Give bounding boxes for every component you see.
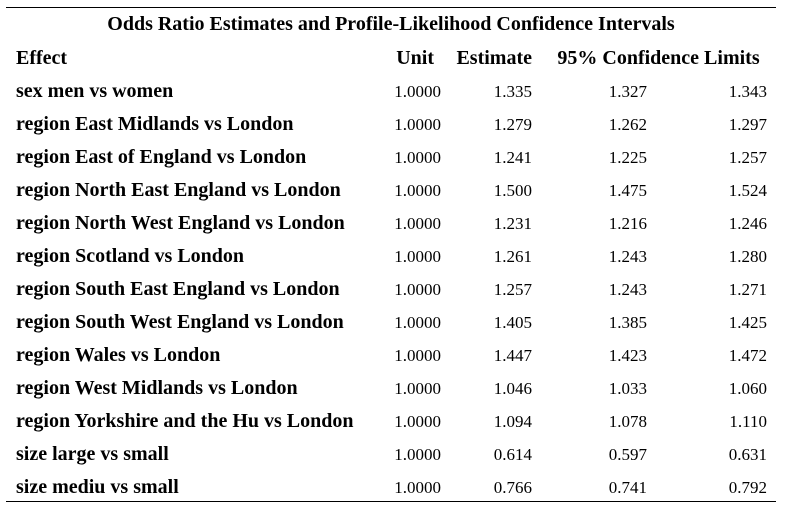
table-row: region North West England vs London 1.000…: [6, 207, 776, 240]
upper-limit-cell: 0.792: [728, 477, 767, 497]
table-row: size large vs small 1.0000 0.614 0.597 0.631: [6, 438, 776, 471]
table-title: Odds Ratio Estimates and Profile-Likelih…: [107, 13, 675, 35]
estimate-cell: 1.261: [493, 246, 532, 266]
upper-limit-cell: 1.280: [728, 246, 767, 266]
top-rule: [6, 7, 776, 8]
upper-limit-cell: 1.110: [729, 411, 767, 431]
upper-limit-cell: 1.425: [728, 312, 767, 332]
effect-cell: region South West England vs London: [16, 311, 344, 333]
estimate-cell: 1.447: [493, 345, 532, 365]
effect-cell: region North West England vs London: [16, 212, 345, 234]
unit-cell: 1.0000: [394, 411, 441, 431]
unit-cell: 1.0000: [394, 213, 441, 233]
effect-cell: region North East England vs London: [16, 179, 341, 201]
odds-ratio-table: Effect Unit Estimate 95% Confidence Limi…: [6, 42, 776, 504]
effect-cell: region East of England vs London: [16, 146, 307, 168]
unit-cell: 1.0000: [394, 345, 441, 365]
effect-cell: size mediu vs small: [16, 476, 179, 498]
unit-cell: 1.0000: [394, 246, 441, 266]
lower-limit-cell: 0.597: [608, 444, 647, 464]
effect-cell: region Wales vs London: [16, 344, 221, 366]
estimate-cell: 1.405: [493, 312, 532, 332]
table-row: region West Midlands vs London 1.0000 1.04…: [6, 372, 776, 405]
lower-limit-cell: 1.423: [608, 345, 647, 365]
table-row: region Wales vs London 1.0000 1.447 1.423 1.…: [6, 339, 776, 372]
lower-limit-cell: 1.262: [608, 114, 647, 134]
lower-limit-cell: 0.741: [608, 477, 647, 497]
unit-cell: 1.0000: [394, 477, 441, 497]
estimate-cell: 0.766: [493, 477, 532, 497]
bottom-rule: [6, 501, 776, 502]
lower-limit-cell: 1.385: [608, 312, 647, 332]
upper-limit-cell: 1.257: [728, 147, 767, 167]
effect-cell: region Scotland vs London: [16, 245, 245, 267]
upper-limit-cell: 1.297: [728, 114, 767, 134]
lower-limit-cell: 1.033: [608, 378, 647, 398]
effect-cell: region South East England vs London: [16, 278, 340, 300]
lower-limit-cell: 1.243: [608, 246, 647, 266]
estimate-cell: 1.257: [493, 279, 532, 299]
unit-cell: 1.0000: [394, 312, 441, 332]
unit-cell: 1.0000: [394, 279, 441, 299]
table-row: region South West England vs London 1.000…: [6, 306, 776, 339]
effect-cell: sex men vs women: [16, 80, 174, 102]
unit-cell: 1.0000: [394, 114, 441, 134]
upper-limit-cell: 1.472: [728, 345, 767, 365]
table-row: region East of England vs London 1.0000 1.…: [6, 141, 776, 174]
header-estimate: Estimate: [456, 47, 532, 69]
unit-cell: 1.0000: [394, 180, 441, 200]
table-row: region Yorkshire and the Hu vs London 1.0…: [6, 405, 776, 438]
table-body: sex men vs women 1.0000 1.335 1.327 1.343 reg…: [6, 75, 776, 504]
estimate-cell: 1.046: [493, 378, 532, 398]
estimate-cell: 1.241: [493, 147, 532, 167]
unit-cell: 1.0000: [394, 378, 441, 398]
lower-limit-cell: 1.327: [608, 81, 647, 101]
estimate-cell: 0.614: [493, 444, 532, 464]
header-row: Effect Unit Estimate 95% Confidence Limi…: [6, 42, 776, 75]
header-unit: Unit: [396, 47, 434, 69]
estimate-cell: 1.500: [493, 180, 532, 200]
table-row: sex men vs women 1.0000 1.335 1.327 1.343: [6, 75, 776, 108]
unit-cell: 1.0000: [394, 147, 441, 167]
lower-limit-cell: 1.475: [608, 180, 647, 200]
lower-limit-cell: 1.225: [608, 147, 647, 167]
effect-cell: region East Midlands vs London: [16, 113, 294, 135]
upper-limit-cell: 1.271: [728, 279, 767, 299]
upper-limit-cell: 1.060: [728, 378, 767, 398]
lower-limit-cell: 1.078: [608, 411, 647, 431]
estimate-cell: 1.094: [493, 411, 532, 431]
effect-cell: size large vs small: [16, 443, 169, 465]
header-confidence-limits: 95% Confidence Limits: [557, 47, 760, 69]
estimate-cell: 1.279: [493, 114, 532, 134]
upper-limit-cell: 0.631: [728, 444, 767, 464]
estimate-cell: 1.231: [493, 213, 532, 233]
upper-limit-cell: 1.343: [728, 81, 767, 101]
effect-cell: region Yorkshire and the Hu vs London: [16, 410, 354, 432]
table-row: size mediu vs small 1.0000 0.766 0.741 0.792: [6, 471, 776, 504]
upper-limit-cell: 1.524: [728, 180, 767, 200]
table-row: region North East England vs London 1.000…: [6, 174, 776, 207]
estimate-cell: 1.335: [493, 81, 532, 101]
unit-cell: 1.0000: [394, 81, 441, 101]
table-row: region Scotland vs London 1.0000 1.261 1.24…: [6, 240, 776, 273]
upper-limit-cell: 1.246: [728, 213, 767, 233]
effect-cell: region West Midlands vs London: [16, 377, 298, 399]
header-effect: Effect: [16, 47, 68, 69]
lower-limit-cell: 1.243: [608, 279, 647, 299]
lower-limit-cell: 1.216: [608, 213, 647, 233]
table-row: region East Midlands vs London 1.0000 1.27…: [6, 108, 776, 141]
unit-cell: 1.0000: [394, 444, 441, 464]
table-row: region South East England vs London 1.000…: [6, 273, 776, 306]
